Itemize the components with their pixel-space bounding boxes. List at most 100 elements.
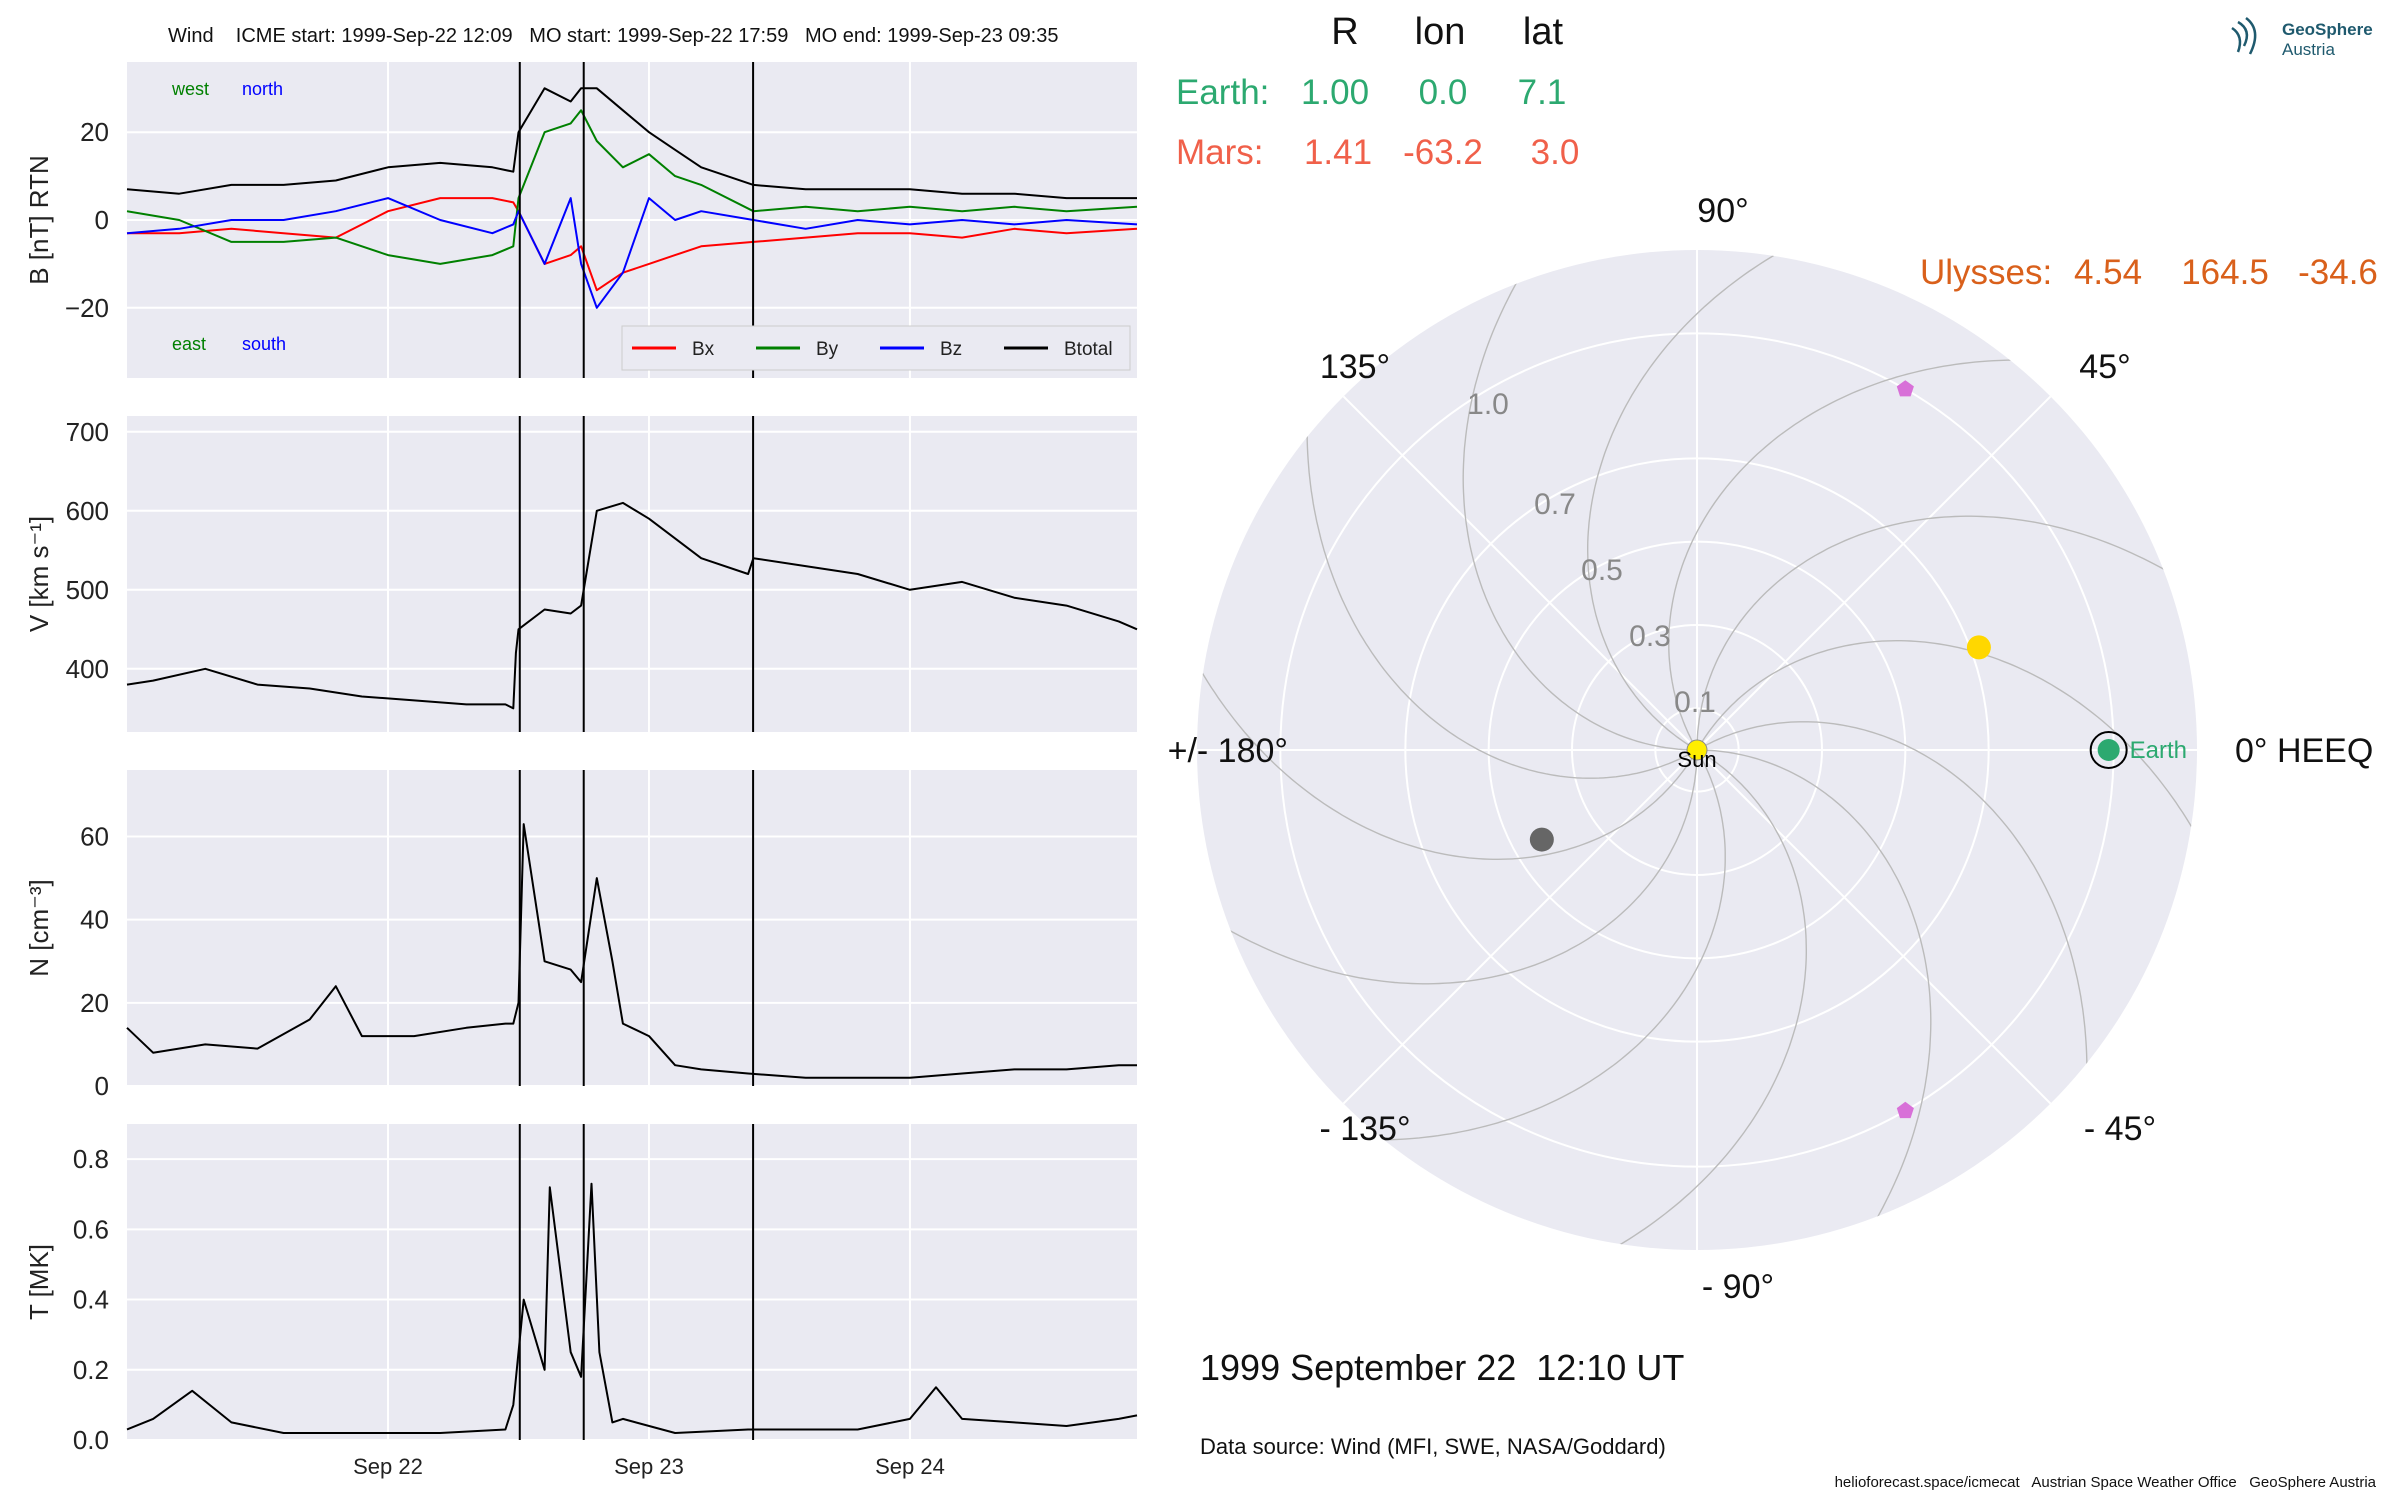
parker-spiral-line [1698,721,2088,1127]
earth-marker [2097,739,2120,761]
earth-row-r: 1.00 [1301,73,1369,112]
earth-ring [2089,731,2128,769]
x-tick-label: Sep 23 [614,1454,684,1479]
parker-spirals [1197,250,2197,1250]
chart-title: Wind ICME start: 1999-Sep-22 12:09 MO st… [168,25,1059,47]
earth-row-label: Earth: [1176,73,1269,112]
polar-plot: 90° 45° 0° HEEQ - 45° - 90° - 135° +/- 180° 135… [1168,192,2374,1306]
annotation-south: south [242,334,286,354]
logo-mark-icon [2231,17,2257,55]
y-tick-label: 40 [80,905,109,935]
panel-speed: 700 600 500 400 V [km s⁻¹] [24,416,1138,732]
data-source-label: Data source: Wind (MFI, SWE, NASA/Goddar… [1200,1434,1666,1459]
geosphere-logo: GeoSphere Austria [2231,17,2373,59]
spacecraft-marker [1529,827,1554,852]
ulysses-row-lat: -34.6 [2298,253,2378,292]
y-tick-label: 0.2 [73,1355,109,1385]
series-line-t [126,1182,1138,1434]
parker-spiral-line [1320,751,1726,1141]
table-header-r: R [1331,11,1358,53]
y-tick-label: 0.6 [73,1214,109,1244]
footer-credits: helioforecast.space/icmecat Austrian Spa… [1835,1474,2377,1491]
table-header-lon: lon [1415,11,1466,53]
y-axis-label: B [nT] RTN [24,155,54,285]
pentagon-marker [1896,1101,1914,1119]
y-axis-label: N [cm⁻³] [24,879,54,977]
logo-text-line2: Austria [2282,40,2335,59]
panel-background [127,770,1137,1086]
angle-label: - 45° [2084,1110,2156,1148]
legend-label-btotal: Btotal [1064,339,1113,360]
series-line-by [126,109,1138,265]
panel-temperature: 0.8 0.6 0.4 0.2 0.0 T [MK] [24,1124,1138,1455]
y-tick-label: 400 [66,654,109,684]
ulysses-row-lon: 164.5 [2181,253,2269,292]
legend: Bx By Bz Btotal [621,325,1131,371]
angle-label: 45° [2079,348,2130,386]
annotation-north: north [242,79,283,99]
y-tick-label: 60 [80,822,109,852]
y-tick-label: 0.8 [73,1144,109,1174]
angular-gridline [1342,395,1698,751]
x-tick-label: Sep 22 [353,1454,423,1479]
datetime-label: 1999 September 22 12:10 UT [1200,1347,1684,1388]
panel-magnetic-field: 20 0 −20 B [nT] RTN [24,62,1138,378]
radial-tick-label: 0.7 [1534,488,1576,521]
annotation-east: east [172,334,206,354]
legend-label-bz: Bz [940,339,962,360]
position-table: R lon lat Earth: 1.00 0.0 7.1 Mars: 1.41… [1176,11,2378,292]
parker-spiral-line [1306,373,1696,779]
sun-label: Sun [1677,747,1716,772]
panel-background [127,416,1137,732]
angle-label: - 135° [1319,1110,1410,1148]
series-line-bx [127,197,1138,292]
y-tick-label: 0 [95,205,109,235]
y-tick-label: 20 [80,988,109,1018]
y-tick-label: 700 [66,417,109,447]
mars-row-lat: 3.0 [1531,133,1580,172]
angular-gridline [1696,395,2052,751]
y-tick-label: 0.4 [73,1285,109,1315]
radial-tick-label: 0.1 [1674,686,1716,719]
annotation-west: west [171,79,209,99]
legend-label-bx: Bx [692,339,715,360]
earth-row-lon: 0.0 [1419,73,1468,112]
radial-tick-label: 1.0 [1467,388,1509,421]
parker-spiral-line [1586,250,1830,750]
angle-label: - 90° [1702,1268,1774,1306]
ulysses-row-label: Ulysses: [1920,253,2052,292]
parker-spiral-line [1462,250,1695,751]
y-axis-label: V [km s⁻¹] [24,516,54,632]
angle-label: 135° [1320,348,1390,386]
y-tick-label: −20 [65,293,109,323]
panel-background [127,1124,1137,1440]
table-header-lat: lat [1523,11,1564,53]
ulysses-row-r: 4.54 [2074,253,2142,292]
angle-label: 0° HEEQ [2235,732,2373,770]
pentagon-marker [1896,380,1914,397]
x-tick-label: Sep 24 [875,1454,945,1479]
mars-row-lon: -63.2 [1403,133,1483,172]
y-tick-label: 0 [95,1071,109,1101]
y-tick-label: 0.0 [73,1425,109,1455]
logo-text-line1: GeoSphere [2282,20,2373,39]
parker-spiral-line [1699,749,1932,1250]
mars-row-label: Mars: [1176,133,1264,172]
parker-spiral-line [1697,640,2197,883]
earth-row-lat: 7.1 [1518,73,1567,112]
parker-spiral-line [1197,752,1698,985]
y-tick-label: 600 [66,496,109,526]
parker-spiral-line [1197,617,1697,860]
angle-label: 90° [1697,192,1748,230]
spacecraft-marker [1966,635,1991,660]
parker-spiral-line [1668,359,2074,749]
parker-spiral-line [1564,750,1808,1250]
y-tick-label: 20 [80,117,109,147]
angular-gridline [1342,749,1698,1105]
series-line-bz [126,197,1138,309]
radial-tick-label: 0.5 [1581,554,1623,587]
y-axis-label: T [MK] [24,1244,54,1320]
angular-gridline [1696,749,2052,1105]
